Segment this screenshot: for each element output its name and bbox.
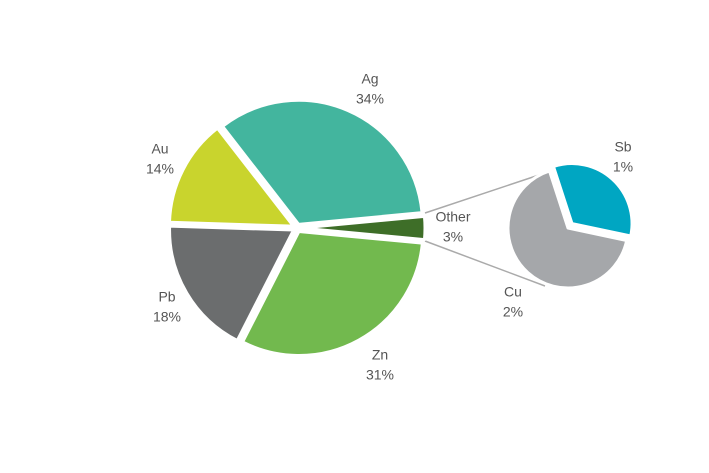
slice-label: Other — [435, 209, 470, 225]
slice-label: Cu — [504, 284, 522, 300]
pie-slice — [167, 126, 295, 228]
connector-line — [424, 240, 546, 287]
pie-slice — [168, 224, 296, 343]
value-label: 31% — [366, 367, 394, 383]
value-label: 18% — [153, 309, 181, 325]
slice-label: Pb — [158, 289, 175, 305]
value-label: 1% — [613, 159, 633, 175]
pie-slice — [241, 230, 424, 357]
value-label: 34% — [356, 91, 384, 107]
pie-slice — [551, 162, 634, 238]
slice-label: Zn — [372, 347, 388, 363]
slice-label: Au — [151, 141, 168, 157]
value-label: 3% — [443, 229, 463, 245]
connector-line — [424, 171, 549, 214]
value-label: 2% — [503, 304, 523, 320]
pie-slice — [299, 214, 427, 242]
value-label: 14% — [146, 161, 174, 177]
pie-slice — [221, 98, 424, 226]
slice-label: Ag — [361, 71, 378, 87]
pie-slice — [506, 169, 629, 290]
slice-label: Sb — [614, 139, 631, 155]
